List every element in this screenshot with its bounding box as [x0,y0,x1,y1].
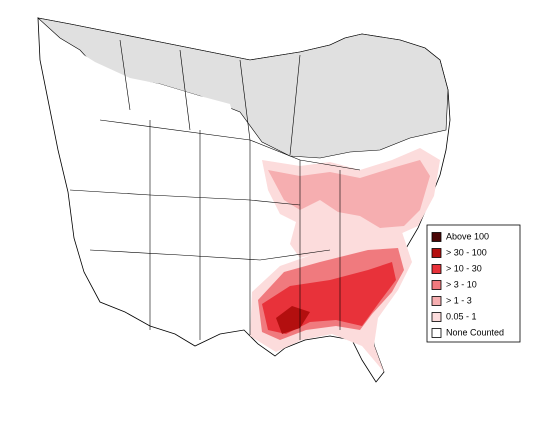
state-lines [69,39,361,340]
legend-label: > 1 - 3 [446,295,472,305]
legend-label: None Counted [446,327,504,337]
legend-box [426,224,521,343]
legend-label: > 3 - 10 [446,279,477,289]
legend-label: 0.05 - 1 [446,311,477,321]
legend-label: Above 100 [446,231,489,241]
legend-label: > 30 - 100 [446,247,487,257]
abundance-shading [250,148,440,372]
legend-swatch [431,232,442,242]
legend-swatch [431,312,442,322]
legend-swatch [431,328,442,338]
legend-swatch [431,296,442,306]
legend-swatch [431,248,442,258]
legend-swatch [431,280,442,290]
legend-label: > 10 - 30 [446,263,482,273]
legend: Above 100 > 30 - 100 > 10 - 30 > 3 - 10 > 1 … [426,224,521,343]
legend-swatch [431,264,442,274]
